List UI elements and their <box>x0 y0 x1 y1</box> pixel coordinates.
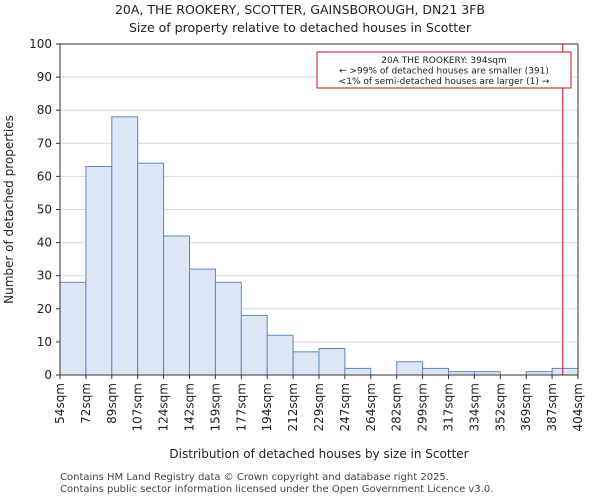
histogram-bar <box>240 314 268 376</box>
x-tick-label: 317sqm <box>442 383 456 431</box>
histogram-bar <box>163 235 191 376</box>
histogram-bar <box>59 281 87 376</box>
x-tick-label: 264sqm <box>364 383 378 431</box>
y-tick-label: 90 <box>37 70 52 84</box>
annotation-line-3: <1% of semi-detached houses are larger (… <box>339 77 550 87</box>
y-tick-label: 10 <box>37 335 52 349</box>
x-tick-label: 212sqm <box>286 383 300 431</box>
x-tick-label: 54sqm <box>53 383 67 424</box>
histogram-bar <box>292 351 320 376</box>
x-tick-label: 334sqm <box>467 383 481 431</box>
histogram-bar <box>214 281 242 376</box>
histogram-bar <box>422 367 450 376</box>
x-tick-label: 124sqm <box>157 383 171 431</box>
x-tick-label: 299sqm <box>416 383 430 431</box>
x-tick-label: 107sqm <box>131 383 145 431</box>
annotation-line-2: ← >99% of detached houses are smaller (3… <box>339 67 549 77</box>
x-tick-label: 247sqm <box>338 383 352 431</box>
y-tick-label: 40 <box>37 236 52 250</box>
y-tick-label: 20 <box>37 302 52 316</box>
x-tick-label: 387sqm <box>545 383 559 431</box>
annotation-line-1: 20A THE ROOKERY: 394sqm <box>381 56 507 66</box>
x-tick-label: 177sqm <box>234 383 248 431</box>
x-tick-label: 72sqm <box>79 383 93 424</box>
histogram-bar <box>344 367 372 376</box>
histogram-bar <box>396 361 424 376</box>
y-tick-label: 70 <box>37 136 52 150</box>
histogram-bar <box>85 165 113 376</box>
x-tick-label: 282sqm <box>390 383 404 431</box>
annotation-box: 20A THE ROOKERY: 394sqm ← >99% of detach… <box>316 51 572 89</box>
x-tick-label: 404sqm <box>571 383 585 431</box>
x-tick-label: 352sqm <box>493 383 507 431</box>
x-tick-label: 194sqm <box>260 383 274 431</box>
y-tick-label: 30 <box>37 269 52 283</box>
histogram-bar <box>111 116 139 376</box>
footer-line-2: Contains public sector information licen… <box>60 484 494 495</box>
histogram-bar <box>266 334 294 376</box>
x-tick-label: 229sqm <box>312 383 326 431</box>
chart-subtitle: Size of property relative to detached ho… <box>129 20 471 35</box>
x-tick-label: 142sqm <box>183 383 197 431</box>
y-tick-label: 80 <box>37 103 52 117</box>
histogram-bar <box>137 162 165 376</box>
y-axis-label: Number of detached properties <box>2 115 16 304</box>
x-tick-label: 89sqm <box>105 383 119 424</box>
histogram-bar <box>551 367 579 376</box>
y-tick-label: 60 <box>37 169 52 183</box>
histogram-bar <box>189 268 216 376</box>
x-axis-label: Distribution of detached houses by size … <box>169 447 468 461</box>
x-tick-label: 159sqm <box>208 383 222 431</box>
footer-line-1: Contains HM Land Registry data © Crown c… <box>60 472 449 483</box>
x-tick-label: 369sqm <box>519 383 533 431</box>
chart-title: 20A, THE ROOKERY, SCOTTER, GAINSBOROUGH,… <box>114 2 485 17</box>
y-tick-label: 50 <box>37 203 52 217</box>
y-tick-label: 100 <box>29 37 52 51</box>
histogram-bar <box>318 348 346 376</box>
y-tick-label: 0 <box>44 368 52 382</box>
